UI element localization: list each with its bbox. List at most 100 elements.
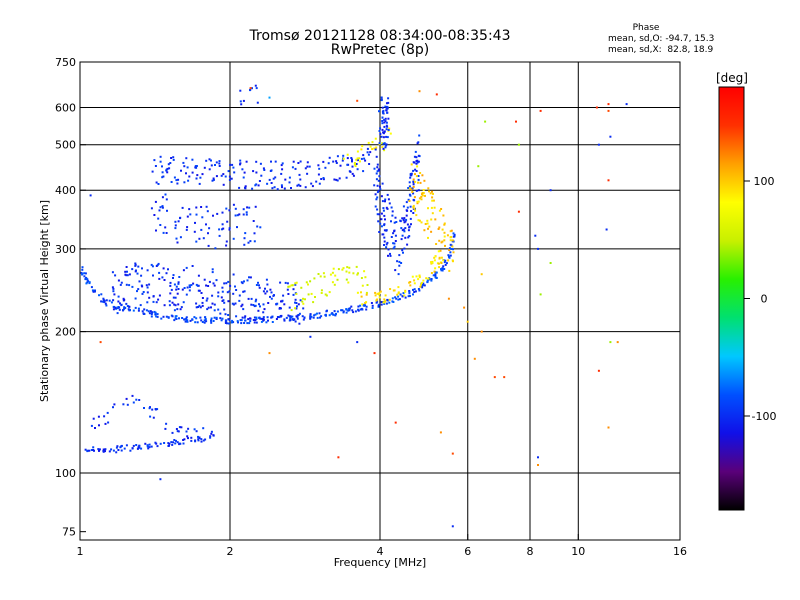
echo-point xyxy=(356,157,359,160)
echo-point xyxy=(236,226,238,229)
echo-point xyxy=(421,192,424,194)
echo-point xyxy=(241,316,244,319)
echo-point xyxy=(266,316,269,319)
echo-point xyxy=(408,281,411,284)
echo-point xyxy=(418,276,421,279)
echo-point xyxy=(318,312,321,315)
echo-point xyxy=(448,255,451,258)
echo-point xyxy=(153,214,156,216)
echo-point xyxy=(350,305,353,308)
echo-point xyxy=(378,110,380,113)
echo-point xyxy=(120,449,123,452)
echo-point xyxy=(128,305,131,308)
echo-point xyxy=(238,213,241,216)
echo-point xyxy=(374,137,377,140)
echo-point xyxy=(176,292,179,295)
echo-point xyxy=(404,289,407,292)
echo-point xyxy=(254,319,257,322)
echo-point xyxy=(218,160,221,163)
echo-point xyxy=(352,174,355,177)
echo-point xyxy=(159,206,162,209)
echo-point xyxy=(317,164,320,167)
echo-point xyxy=(382,142,385,145)
echo-point xyxy=(407,198,410,201)
echo-point xyxy=(357,272,359,275)
echo-point xyxy=(302,302,305,305)
echo-point xyxy=(376,163,379,166)
echo-point xyxy=(412,178,415,181)
echo-point xyxy=(363,270,366,273)
echo-point xyxy=(362,154,365,157)
echo-point xyxy=(259,305,261,308)
echo-point xyxy=(148,446,151,449)
echo-point xyxy=(381,116,384,119)
echo-point xyxy=(257,309,260,312)
echo-point xyxy=(146,269,149,272)
stats-line-x: mean, sd,X: 82.8, 18.9 xyxy=(608,45,714,55)
echo-point xyxy=(148,443,151,446)
echo-point xyxy=(383,125,386,128)
echo-point xyxy=(375,146,378,149)
echo-point xyxy=(348,271,351,274)
echo-point xyxy=(345,311,348,314)
echo-point xyxy=(186,166,189,169)
stats-heading: Phase xyxy=(633,23,660,33)
echo-point xyxy=(413,199,416,202)
echo-point xyxy=(342,157,345,160)
echo-point xyxy=(102,297,105,300)
echo-point xyxy=(162,231,165,234)
echo-point xyxy=(162,315,165,318)
echo-point xyxy=(185,293,188,296)
echo-point xyxy=(125,302,128,305)
echo-point xyxy=(318,182,321,185)
echo-point xyxy=(222,183,225,186)
echo-point xyxy=(354,165,357,167)
echo-point xyxy=(175,237,178,240)
echo-point xyxy=(249,89,251,92)
echo-point xyxy=(412,293,414,296)
echo-point xyxy=(383,301,386,304)
echo-point xyxy=(395,297,398,300)
echo-point xyxy=(150,313,153,316)
echo-point xyxy=(244,315,247,318)
echo-point xyxy=(255,284,258,286)
echo-point xyxy=(296,305,298,308)
echo-point xyxy=(374,291,377,294)
echo-point xyxy=(420,281,423,284)
echo-point xyxy=(380,212,383,215)
echo-point xyxy=(228,175,231,178)
echo-point xyxy=(286,288,289,291)
echo-point xyxy=(291,315,294,318)
echo-point xyxy=(425,277,428,280)
echo-point xyxy=(333,310,336,313)
echo-point xyxy=(90,286,93,289)
echo-point xyxy=(264,287,266,290)
echo-point xyxy=(135,269,137,272)
colorbar-tick-label: -100 xyxy=(752,410,777,423)
echo-point xyxy=(480,330,483,333)
echo-point xyxy=(136,272,139,275)
echo-point xyxy=(137,446,140,449)
echo-point xyxy=(351,158,353,161)
echo-point xyxy=(452,251,455,254)
echo-point xyxy=(290,187,292,189)
echo-point xyxy=(231,163,234,166)
echo-point xyxy=(99,341,102,344)
x-tick-label: 6 xyxy=(464,545,471,558)
echo-point xyxy=(447,259,450,262)
echo-point xyxy=(197,274,200,277)
echo-point xyxy=(433,259,436,262)
echo-point xyxy=(115,446,118,449)
echo-point xyxy=(220,319,223,322)
echo-point xyxy=(444,259,447,262)
echo-point xyxy=(239,163,241,166)
echo-point xyxy=(392,242,395,245)
echo-point xyxy=(243,243,246,246)
echo-point xyxy=(324,293,327,296)
echo-point xyxy=(381,200,384,203)
echo-point xyxy=(200,228,203,231)
echo-point xyxy=(145,284,148,287)
echo-point xyxy=(116,445,119,448)
echo-point xyxy=(335,178,338,181)
echo-point xyxy=(427,236,429,239)
